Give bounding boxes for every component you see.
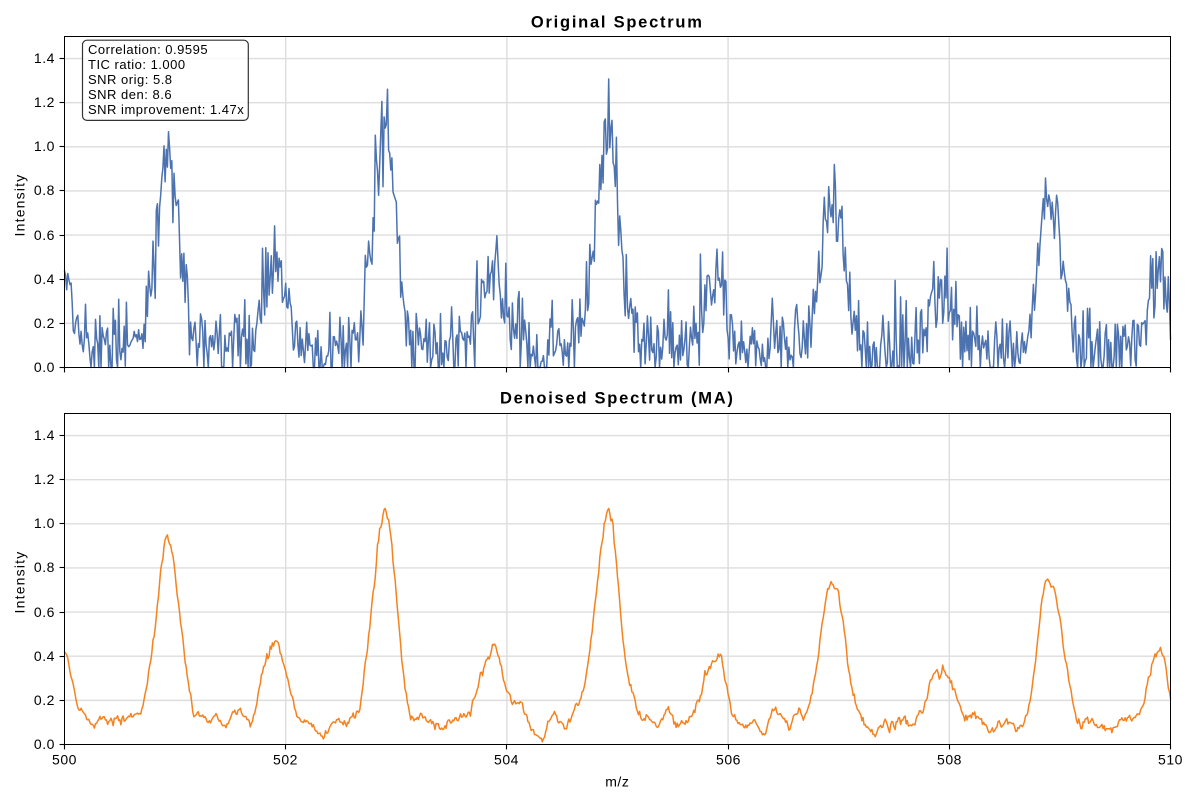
svg-text:0.8: 0.8 [34, 182, 55, 198]
svg-text:m/z: m/z [605, 774, 629, 790]
svg-text:1.4: 1.4 [34, 50, 55, 66]
svg-text:0.6: 0.6 [34, 227, 55, 243]
svg-text:1.2: 1.2 [34, 94, 55, 110]
svg-text:1.0: 1.0 [34, 515, 55, 531]
svg-text:Intensity: Intensity [12, 174, 28, 237]
svg-text:SNR improvement: 1.47x: SNR improvement: 1.47x [88, 102, 244, 117]
svg-text:0.2: 0.2 [34, 692, 55, 708]
svg-text:504: 504 [494, 752, 519, 768]
svg-text:1.0: 1.0 [34, 138, 55, 154]
svg-text:SNR den: 8.6: SNR den: 8.6 [88, 87, 172, 102]
svg-text:500: 500 [52, 752, 77, 768]
svg-text:Original Spectrum: Original Spectrum [531, 14, 704, 32]
svg-text:510: 510 [1158, 752, 1183, 768]
svg-text:0.0: 0.0 [34, 736, 55, 752]
svg-text:0.4: 0.4 [34, 648, 55, 664]
svg-text:0.2: 0.2 [34, 315, 55, 331]
svg-text:1.2: 1.2 [34, 471, 55, 487]
svg-text:0.4: 0.4 [34, 271, 55, 287]
svg-text:Intensity: Intensity [12, 551, 28, 614]
svg-text:Denoised Spectrum (MA): Denoised Spectrum (MA) [500, 390, 735, 408]
svg-text:0.0: 0.0 [34, 359, 55, 375]
svg-text:0.8: 0.8 [34, 559, 55, 575]
svg-text:TIC ratio: 1.000: TIC ratio: 1.000 [88, 57, 186, 72]
svg-text:1.4: 1.4 [34, 427, 55, 443]
svg-text:506: 506 [716, 752, 741, 768]
svg-text:502: 502 [273, 752, 298, 768]
svg-text:508: 508 [937, 752, 962, 768]
svg-text:SNR orig: 5.8: SNR orig: 5.8 [88, 72, 173, 87]
svg-text:Correlation: 0.9595: Correlation: 0.9595 [88, 42, 208, 57]
svg-text:0.6: 0.6 [34, 604, 55, 620]
